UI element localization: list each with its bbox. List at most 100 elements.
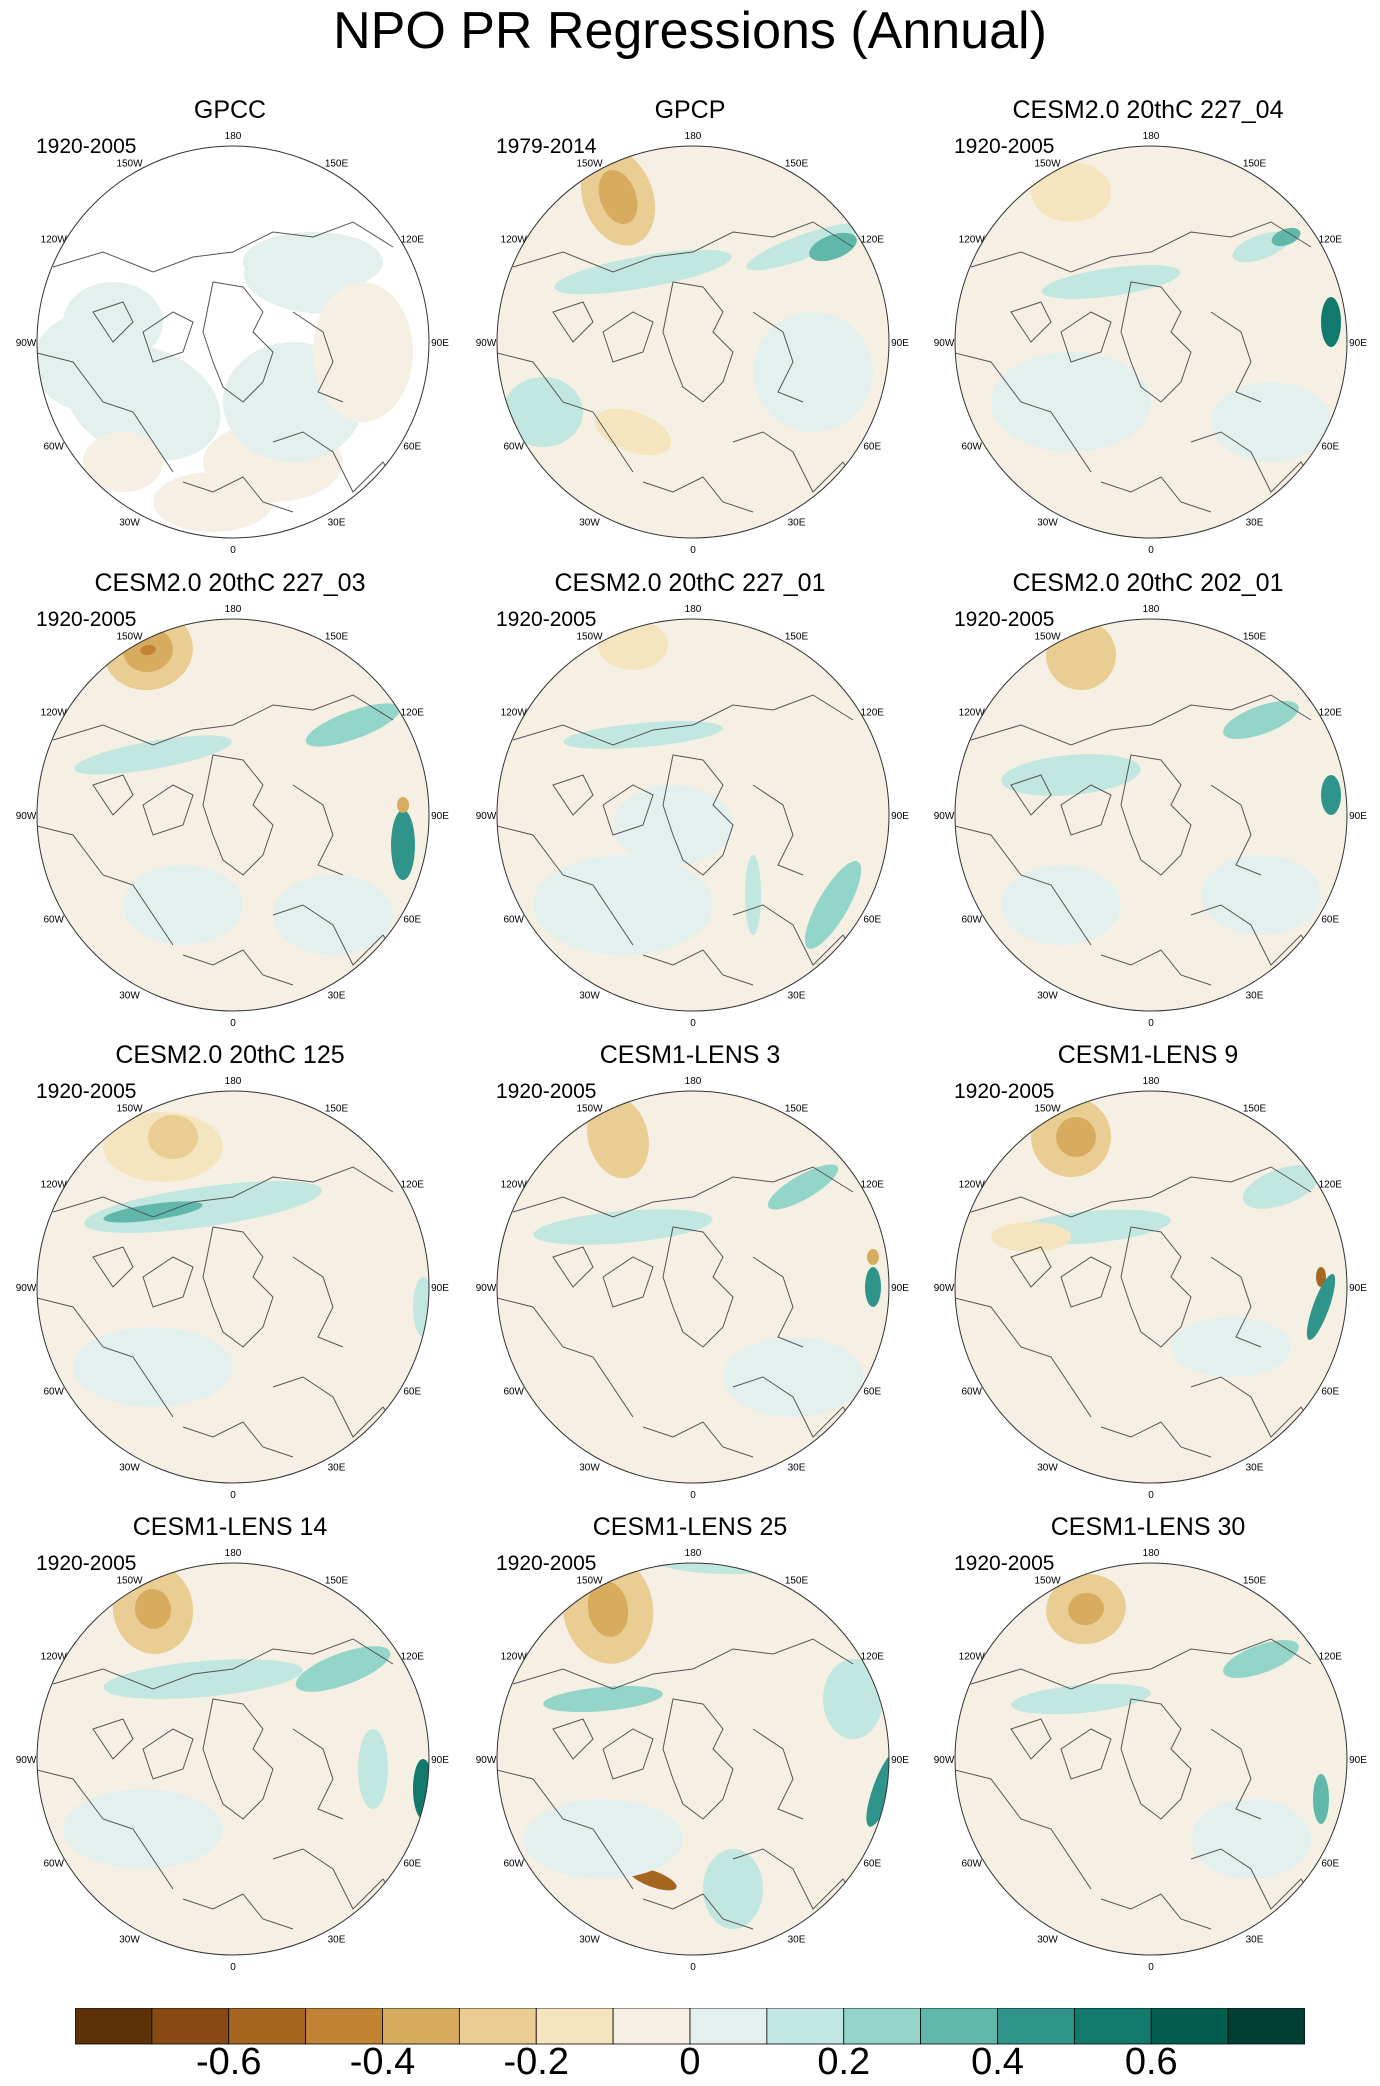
longitude-label: 150W (1034, 1104, 1061, 1115)
longitude-label: 180 (1143, 604, 1160, 615)
anomaly-contour (1056, 1117, 1096, 1157)
longitude-label: 60E (1321, 1387, 1339, 1398)
coastline (1120, 281, 1192, 403)
colorbar-swatch (458, 2007, 537, 2045)
anomaly-contour (804, 861, 862, 949)
anomaly-contour (1321, 297, 1341, 347)
coastline (1100, 1893, 1212, 1930)
coastline (1210, 1728, 1262, 1820)
anomaly-contour (823, 1659, 883, 1739)
coastline (1060, 1256, 1112, 1308)
longitude-label: 90W (476, 1755, 497, 1766)
panel-title: CESM1-LENS 25 (592, 1513, 788, 1541)
anomaly-contour (358, 1729, 388, 1809)
coastline (752, 1256, 804, 1348)
map-boundary (36, 145, 430, 539)
coastline (1060, 1728, 1112, 1780)
coastline (955, 1768, 1092, 1890)
longitude-label: 60E (863, 1859, 881, 1870)
longitude-label: 30W (119, 517, 140, 528)
longitude-label: 90W (934, 811, 955, 822)
map-boundary (36, 618, 430, 1012)
longitude-label: 120E (1319, 1180, 1343, 1191)
longitude-label: 150E (325, 1104, 349, 1115)
anomaly-contour (103, 1201, 203, 1223)
coastline (662, 1226, 734, 1348)
longitude-label: 150W (576, 1576, 603, 1587)
longitude-label: 180 (225, 1548, 242, 1559)
colorbar-swatch (151, 2007, 230, 2045)
anomaly-contour (543, 1685, 663, 1713)
longitude-label: 30E (788, 1934, 806, 1945)
longitude-label: 90E (1349, 1755, 1367, 1766)
coastline (970, 1638, 1312, 1690)
longitude-label: 120E (401, 235, 425, 246)
panel-title: CESM1-LENS 3 (599, 1041, 781, 1069)
panel-title: CESM2.0 20thC 227_04 (1012, 96, 1284, 124)
coastline (970, 221, 1312, 273)
map-panel: 180 150E 120E 90E 60E 30E 0 30W 60W 90W 120W 150W CE… (460, 1040, 920, 1515)
anomaly-contour (991, 1222, 1071, 1252)
coastline (662, 1698, 734, 1820)
panel-period: 1920-2005 (954, 135, 1055, 158)
coastline (552, 1246, 594, 1288)
anomaly-contour (598, 169, 638, 225)
coastline (292, 311, 344, 403)
anomaly-contour (1306, 1273, 1336, 1341)
anomaly-contour (653, 1563, 813, 1574)
map-panel-grid: 180 150E 120E 90E 60E 30E 0 30W 60W 90W 120W 150W GP… (16, 96, 1368, 1973)
longitude-label: 90E (431, 338, 449, 349)
longitude-label: 60W (503, 1859, 524, 1870)
longitude-label: 90W (16, 1755, 37, 1766)
longitude-label: 180 (685, 1548, 702, 1559)
longitude-label: 90W (16, 1283, 37, 1294)
longitude-label: 120W (41, 1652, 68, 1663)
coastline (37, 351, 174, 473)
anomaly-contour (74, 735, 232, 775)
longitude-label: 90W (476, 1283, 497, 1294)
anomaly-contour (1223, 1640, 1299, 1678)
land-data-area (37, 312, 153, 412)
longitude-label: 30E (1246, 1934, 1264, 1945)
longitude-label: 90W (934, 1283, 955, 1294)
coastline (1120, 1698, 1192, 1820)
longitude-label: 60W (43, 1387, 64, 1398)
precip-field (955, 146, 1347, 538)
map-boundary (954, 1562, 1348, 1956)
longitude-label: 150W (1034, 159, 1061, 170)
longitude-label: 30E (328, 1934, 346, 1945)
longitude-label: 90W (934, 1755, 955, 1766)
map-boundary (954, 145, 1348, 539)
longitude-label: 0 (1148, 1018, 1154, 1029)
coastline (142, 311, 194, 363)
longitude-label: 90E (1349, 1283, 1367, 1294)
longitude-label: 120W (959, 708, 986, 719)
longitude-label: 60W (961, 442, 982, 453)
longitude-label: 60E (403, 1859, 421, 1870)
precip-field (955, 619, 1347, 1011)
anomaly-contour (1271, 227, 1301, 247)
colorbar-label: -0.6 (196, 2041, 262, 2083)
precip-field (37, 619, 429, 1011)
longitude-label: 120E (401, 1180, 425, 1191)
longitude-label: 120E (861, 1652, 885, 1663)
longitude-label: 180 (1143, 1076, 1160, 1087)
coastline (292, 1728, 344, 1820)
coastline (512, 221, 854, 273)
longitude-label: 60W (961, 915, 982, 926)
coastline (1010, 1718, 1052, 1760)
coastline (497, 1768, 634, 1890)
polar-map: 180 150E 120E 90E 60E 30E 0 30W 60W 90W 120W 150W (16, 604, 450, 1029)
anomaly-contour (1001, 754, 1141, 796)
longitude-label: 30E (788, 990, 806, 1001)
panel-period: 1920-2005 (36, 135, 137, 158)
coastline (52, 694, 394, 746)
longitude-label: 30E (328, 1462, 346, 1473)
anomaly-contour (273, 875, 393, 955)
polar-map: 180 150E 120E 90E 60E 30E 0 30W 60W 90W 120W 150W (16, 1548, 450, 1973)
coastline (52, 221, 394, 273)
panel-period: 1920-2005 (954, 1080, 1055, 1103)
longitude-label: 30W (1037, 1462, 1058, 1473)
longitude-label: 120W (501, 1652, 528, 1663)
colorbar-swatch (228, 2007, 307, 2045)
